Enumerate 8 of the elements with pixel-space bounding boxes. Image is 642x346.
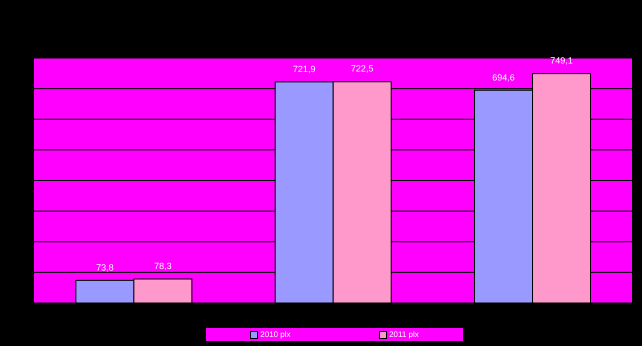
data-label: 749,1: [550, 56, 573, 66]
data-label: 694,6: [492, 72, 515, 82]
data-label: 721,9: [292, 64, 316, 74]
data-label: 78,3: [154, 261, 172, 272]
legend-label: 2011 plx: [389, 330, 419, 339]
data-label: 73,8: [96, 262, 114, 272]
legend-label: 2010 plx: [260, 330, 291, 339]
data-label: 722,5: [350, 64, 374, 74]
